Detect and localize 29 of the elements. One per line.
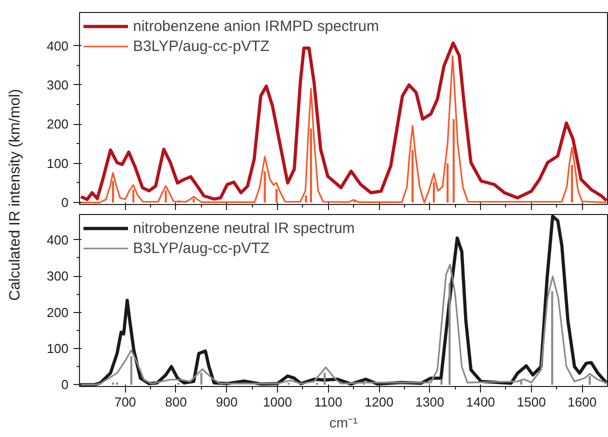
legend-label: B3LYP/aug-cc-pVTZ xyxy=(133,240,270,256)
y-tick-label: 100 xyxy=(46,340,69,356)
legend-label: B3LYP/aug-cc-pVTZ xyxy=(133,38,270,54)
x-tick-label: 1400 xyxy=(466,394,496,410)
legend-label: nitrobenzene neutral IR spectrum xyxy=(133,220,355,236)
x-axis-title: cm⁻¹ xyxy=(329,414,358,430)
bar xyxy=(448,282,451,385)
legend-label: nitrobenzene anion IRMPD spectrum xyxy=(133,18,379,34)
y-tick-label: 300 xyxy=(46,77,69,92)
x-tick-label: 900 xyxy=(216,394,238,410)
y-tick-label: 300 xyxy=(46,268,69,284)
x-tick-label: 1200 xyxy=(364,394,394,410)
y-tick-label: 0 xyxy=(61,195,69,210)
bar xyxy=(440,379,442,385)
x-tick-label: 1500 xyxy=(516,394,546,410)
x-tick-label: 1100 xyxy=(314,394,342,410)
y-tick-label: 200 xyxy=(46,116,69,132)
y-axis-title: Calculated IR intensity (km/mol) xyxy=(6,89,24,301)
line-series xyxy=(80,264,608,386)
y-tick-label: 200 xyxy=(46,304,69,320)
y-tick-label: 100 xyxy=(46,156,69,171)
x-tick-label: 1600 xyxy=(568,394,597,410)
x-tick-label: 800 xyxy=(165,394,187,410)
x-tick-label: 1300 xyxy=(415,394,444,410)
x-tick-label: 700 xyxy=(114,394,136,410)
y-tick-label: 400 xyxy=(46,232,69,248)
x-tick-label: 1000 xyxy=(263,394,292,410)
y-tick-label: 0 xyxy=(61,377,69,392)
y-tick-label: 400 xyxy=(46,38,69,54)
